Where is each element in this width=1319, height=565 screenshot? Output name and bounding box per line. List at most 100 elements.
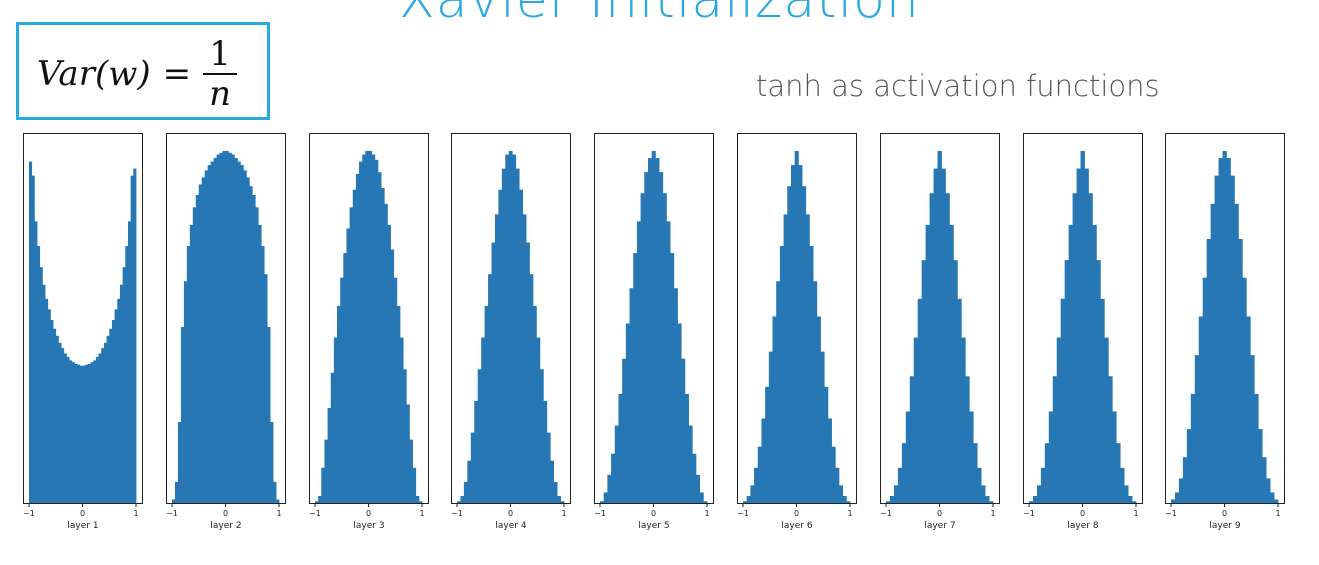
- x-axis-label: layer 1: [67, 521, 98, 531]
- x-tick-label: 0: [937, 509, 942, 518]
- x-tick-label: 1: [1275, 509, 1280, 518]
- histogram-bar: [783, 214, 788, 504]
- histogram-bar: [1234, 203, 1239, 504]
- x-tick-label: −1: [1165, 509, 1177, 518]
- histogram-bar: [349, 207, 354, 503]
- histogram-bar: [69, 360, 73, 503]
- histogram-bar: [969, 411, 974, 503]
- histogram-bar: [636, 221, 641, 503]
- histogram-bar: [481, 337, 486, 503]
- histogram-bar: [243, 170, 247, 504]
- histogram-bar: [374, 159, 379, 504]
- histogram-bar: [692, 453, 697, 503]
- histogram-bar: [1044, 443, 1050, 503]
- histogram-bar: [318, 495, 322, 503]
- histogram-bar: [77, 364, 81, 503]
- histogram-bar: [526, 242, 530, 503]
- histogram-bar: [941, 168, 946, 503]
- histogram-bar: [831, 446, 836, 503]
- histogram-bar: [406, 404, 410, 503]
- x-axis-label: layer 6: [781, 521, 812, 531]
- histogram-bar: [45, 298, 49, 503]
- histogram-bar: [39, 267, 43, 503]
- histogram-bar: [977, 467, 982, 503]
- histogram-bar: [765, 386, 770, 503]
- histogram-bar: [1076, 168, 1081, 503]
- histogram-bar: [629, 288, 634, 503]
- histogram-bar: [457, 501, 461, 503]
- x-tick-label: 1: [847, 509, 852, 518]
- histogram-bar: [321, 467, 325, 503]
- histogram-bar: [133, 168, 137, 503]
- histogram-bar: [953, 260, 958, 503]
- histogram-bar: [111, 319, 115, 503]
- histogram-bar: [802, 186, 807, 503]
- histogram-bar: [210, 161, 215, 503]
- histogram-bar: [74, 363, 78, 503]
- histogram-bar: [607, 474, 612, 503]
- histogram-bar: [614, 425, 619, 503]
- histogram-bar: [553, 481, 558, 503]
- histogram-bar: [273, 481, 277, 503]
- histogram-bar: [390, 249, 395, 503]
- histogram-bar: [371, 154, 376, 503]
- histogram-layer-9: −1 0 1 layer 9: [1165, 133, 1285, 531]
- histogram-bar: [463, 481, 468, 503]
- histogram-bar: [820, 351, 825, 503]
- histogram-bar: [1068, 224, 1073, 504]
- histogram-bar: [85, 364, 89, 503]
- histogram-bar: [192, 207, 197, 503]
- x-tick-label: −1: [594, 509, 606, 518]
- x-tick-label: −1: [23, 509, 35, 518]
- x-tick-label: −1: [737, 509, 749, 518]
- histogram-bar: [42, 284, 46, 503]
- histogram-bar: [276, 499, 280, 503]
- histogram-bar: [1056, 337, 1062, 503]
- histogram-bar: [695, 474, 701, 503]
- histogram-bar: [965, 376, 970, 503]
- histogram-bar: [1238, 239, 1243, 503]
- histogram-bar: [409, 439, 413, 503]
- histogram-bar: [258, 224, 262, 504]
- histogram-bar: [985, 495, 990, 503]
- histogram-bar: [34, 221, 38, 503]
- histogram-bar: [180, 327, 185, 503]
- histogram-bar: [809, 246, 814, 504]
- histogram-bar: [929, 193, 934, 504]
- histogram-bar: [225, 151, 229, 503]
- histogram-bar: [886, 501, 891, 503]
- histogram-bar: [498, 189, 503, 503]
- histogram-layer-1: −1 0 1 layer 1: [23, 133, 143, 531]
- histogram-bar: [106, 335, 110, 503]
- histogram-bar: [522, 214, 527, 504]
- histogram-bar: [550, 460, 555, 503]
- x-tick-label: 0: [366, 509, 371, 518]
- histogram-bar: [71, 362, 75, 503]
- histogram-bar: [772, 316, 777, 503]
- histogram-bar: [651, 151, 656, 503]
- histogram-bar: [1108, 376, 1113, 503]
- x-axis-label: layer 9: [1209, 521, 1240, 531]
- histogram-bar: [343, 253, 347, 503]
- histogram-bar: [95, 356, 99, 503]
- histogram-bar: [505, 154, 510, 503]
- histogram-bar: [324, 439, 328, 503]
- histogram-bar: [913, 337, 919, 503]
- histogram-bar: [1029, 501, 1034, 503]
- histogram-bar: [1084, 168, 1089, 503]
- histogram-bar: [957, 298, 962, 503]
- x-tick-label: 0: [223, 509, 228, 518]
- histogram-bar: [264, 274, 268, 503]
- histogram-bar: [536, 337, 541, 503]
- histogram-bar: [761, 418, 766, 503]
- histogram-bar: [109, 328, 113, 503]
- histogram-bar: [625, 323, 630, 503]
- histogram-bar: [55, 335, 59, 503]
- histogram-bar: [655, 158, 660, 504]
- histogram-bar: [1198, 316, 1204, 503]
- histogram-bar: [37, 246, 41, 504]
- histogram-bar: [381, 187, 385, 503]
- histogram-bar: [231, 154, 235, 503]
- histogram-bar: [1262, 457, 1267, 503]
